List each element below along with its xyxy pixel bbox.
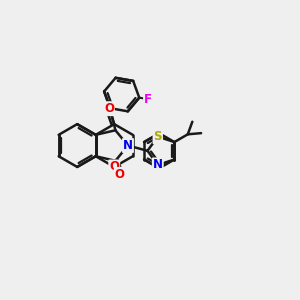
Text: O: O (109, 160, 119, 173)
Text: S: S (154, 130, 162, 143)
Text: F: F (144, 93, 152, 106)
Text: N: N (123, 139, 133, 152)
Text: N: N (153, 158, 163, 171)
Text: O: O (115, 168, 125, 181)
Text: O: O (104, 102, 114, 115)
